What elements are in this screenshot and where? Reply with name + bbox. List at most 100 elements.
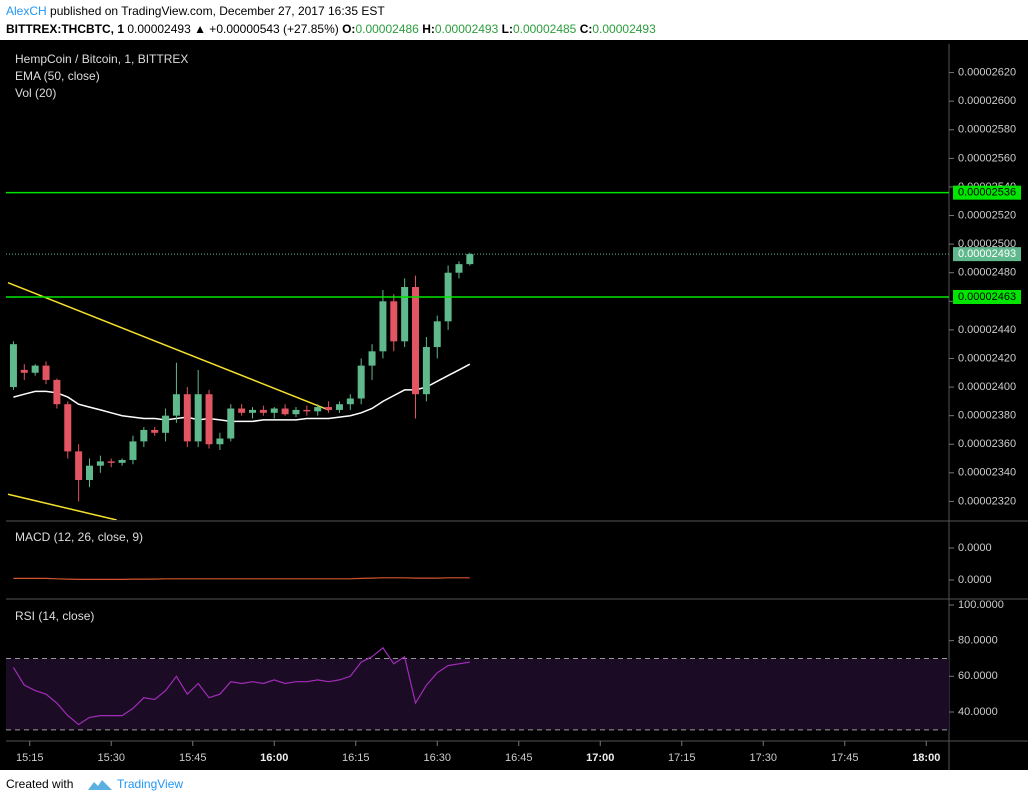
last-price-bg bbox=[953, 247, 1021, 262]
created-with: Created with bbox=[6, 777, 73, 791]
candle-body bbox=[162, 415, 170, 433]
candle-body bbox=[390, 301, 398, 342]
line bbox=[12, 646, 470, 726]
author[interactable]: AlexCH bbox=[6, 4, 47, 18]
y-tick-label: 60.0000 bbox=[958, 670, 998, 682]
h: H: bbox=[422, 22, 435, 36]
candle-body bbox=[96, 461, 104, 466]
macd-title: MACD (12, 26, close, 9) bbox=[15, 530, 143, 544]
l: L: bbox=[501, 22, 513, 36]
published: published on TradingView.com, December 2… bbox=[50, 4, 385, 18]
candle-body bbox=[270, 408, 278, 413]
candle-body bbox=[455, 264, 463, 273]
y-tick-label: 0.00002440 bbox=[958, 324, 1016, 336]
candle-body bbox=[172, 394, 180, 416]
candle-body bbox=[259, 409, 267, 413]
chart-title: HempCoin / Bitcoin, 1, BITTREX bbox=[15, 52, 188, 66]
x-tick-label: 15:45 bbox=[179, 752, 207, 764]
y-tick-label: 100.0000 bbox=[958, 599, 1004, 611]
o-val: 0.00002486 bbox=[355, 22, 419, 36]
y-tick-label: 0.00002620 bbox=[958, 66, 1016, 78]
candle-body bbox=[20, 369, 28, 373]
y-tick-label: 0.00002320 bbox=[958, 495, 1016, 507]
x-tick-label: 17:45 bbox=[831, 752, 859, 764]
l-val: 0.00002485 bbox=[512, 22, 577, 36]
last: 0.00002493 bbox=[127, 22, 191, 36]
level-label-bg bbox=[953, 185, 1021, 200]
y-tick-label: 0.00002500 bbox=[958, 238, 1016, 250]
y-tick-label: 0.00002340 bbox=[958, 467, 1016, 479]
y-tick-label: 0.00002520 bbox=[958, 209, 1016, 221]
candle-body bbox=[357, 365, 365, 399]
candle-body bbox=[216, 438, 224, 445]
candle-body bbox=[238, 408, 246, 413]
y-tick-label: 0.00002420 bbox=[958, 352, 1016, 364]
candle-body bbox=[335, 404, 343, 410]
price-plot bbox=[7, 252, 474, 520]
y-tick-label: 0.00002560 bbox=[958, 152, 1016, 164]
candle-body bbox=[227, 408, 235, 439]
level-label: 0.00002536 bbox=[958, 187, 1016, 199]
candle-body bbox=[9, 344, 17, 388]
trendline bbox=[7, 282, 329, 411]
x-tick-label: 17:00 bbox=[586, 752, 614, 764]
y-tick-label: 0.0000 bbox=[958, 574, 992, 586]
level-label-bg bbox=[953, 290, 1021, 305]
candle-body bbox=[422, 347, 430, 395]
rsi-band bbox=[6, 658, 949, 730]
h-val: 0.00002493 bbox=[434, 22, 499, 36]
candle-body bbox=[151, 429, 159, 433]
y-tick-label: 0.00002380 bbox=[958, 410, 1016, 422]
candle-body bbox=[53, 379, 61, 405]
trendline bbox=[7, 493, 117, 520]
o: O: bbox=[342, 22, 356, 36]
y-tick-label: 80.0000 bbox=[958, 635, 998, 647]
x-tick-label: 16:45 bbox=[505, 752, 533, 764]
brand[interactable]: TradingView bbox=[117, 777, 183, 791]
x-tick-label: 18:00 bbox=[912, 752, 940, 764]
indicator: EMA (50, close) bbox=[15, 69, 100, 83]
candle-body bbox=[412, 287, 420, 395]
candle-body bbox=[292, 409, 300, 415]
candle-body bbox=[368, 351, 376, 366]
indicator: Vol (20) bbox=[15, 86, 56, 100]
candle-body bbox=[129, 441, 137, 460]
candle-body bbox=[433, 321, 441, 348]
x-tick-label: 17:15 bbox=[668, 752, 696, 764]
candle-body bbox=[107, 461, 115, 463]
candle-body bbox=[64, 404, 72, 452]
candle-body bbox=[205, 394, 213, 445]
last-price-label: 0.00002493 bbox=[958, 248, 1016, 260]
candle-body bbox=[42, 365, 50, 380]
y-tick-label: 0.00002600 bbox=[958, 95, 1016, 107]
candle-body bbox=[194, 394, 202, 442]
candle-body bbox=[86, 465, 94, 480]
candle-body bbox=[75, 451, 83, 480]
candle-body bbox=[249, 409, 257, 413]
x-tick-label: 15:15 bbox=[16, 752, 44, 764]
symbol-line: BITTREX:THCBTC, 1 0.00002493 ▲ +0.000005… bbox=[6, 22, 656, 36]
candle-body bbox=[281, 408, 289, 415]
candle-body bbox=[183, 394, 191, 442]
candle-body bbox=[466, 254, 474, 265]
symbol: BITTREX:THCBTC, 1 bbox=[6, 22, 124, 36]
y-tick-label: 0.00002580 bbox=[958, 124, 1016, 136]
c-val: 0.00002493 bbox=[592, 22, 656, 36]
candle-body bbox=[346, 398, 354, 405]
x-tick-label: 16:00 bbox=[260, 752, 288, 764]
rsi-title: RSI (14, close) bbox=[15, 609, 94, 623]
candle-body bbox=[140, 429, 148, 442]
candle-body bbox=[303, 409, 311, 412]
y-tick-label: 0.00002480 bbox=[958, 267, 1016, 279]
c: C: bbox=[579, 22, 593, 36]
line bbox=[13, 363, 471, 423]
change: ▲ +0.00000543 (+27.85%) bbox=[194, 22, 339, 36]
line bbox=[13, 577, 470, 580]
candle-body bbox=[401, 287, 409, 342]
x-tick-label: 16:30 bbox=[423, 752, 451, 764]
candle-body bbox=[379, 301, 387, 352]
candle-body bbox=[118, 459, 126, 463]
y-tick-label: 40.0000 bbox=[958, 706, 998, 718]
